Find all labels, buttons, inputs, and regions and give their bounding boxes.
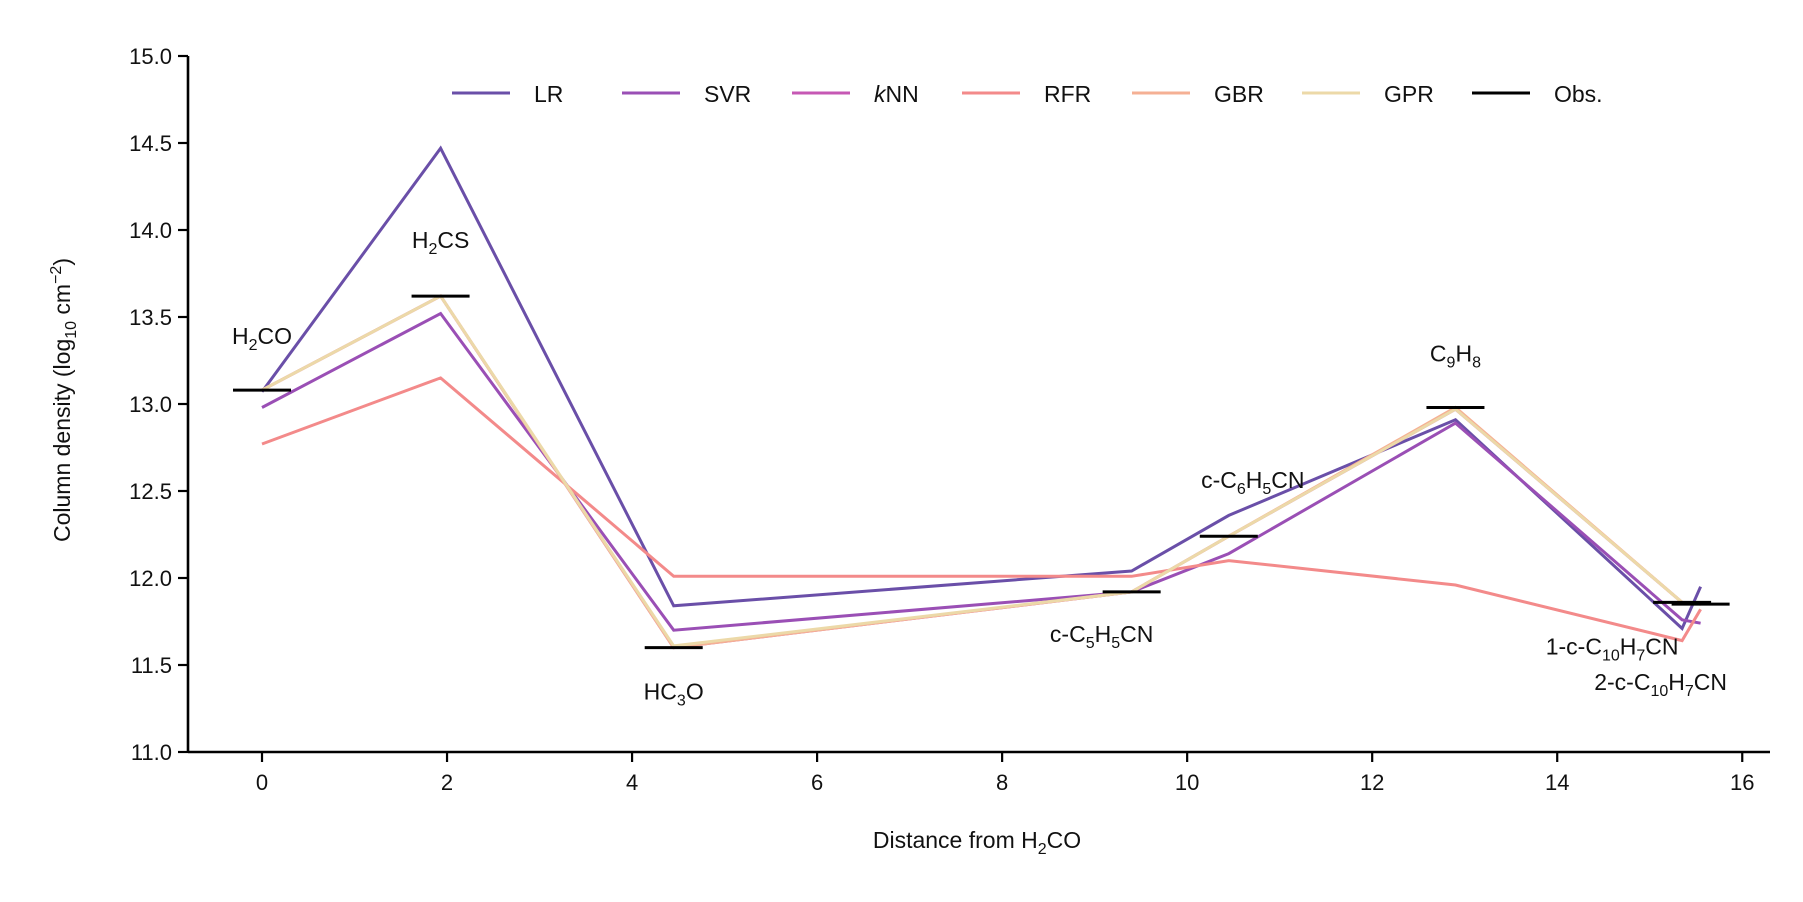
y-tick-label: 13.5 bbox=[129, 305, 172, 330]
series-line-rfr bbox=[261, 376, 1702, 643]
x-tick-label: 6 bbox=[811, 770, 823, 795]
y-tick-label: 11.0 bbox=[131, 740, 172, 765]
legend-item-knn: kNN bbox=[792, 81, 919, 107]
legend-label: Obs. bbox=[1554, 81, 1603, 107]
x-tick-label: 0 bbox=[256, 770, 268, 795]
legend-label: kNN bbox=[874, 81, 919, 107]
molecule-annotations: H2CO H2CS HC3O c-C5H5CN c-C6H5CN C9H8 1-c-C10H… bbox=[232, 227, 1727, 709]
molecule-label: 1-c-C10H7CN bbox=[1546, 633, 1679, 664]
molecule-label: 2-c-C10H7CN bbox=[1594, 669, 1727, 700]
x-axis-label: Distance from H2CO bbox=[873, 827, 1081, 858]
x-tick-label: 2 bbox=[441, 770, 453, 795]
x-tick-label: 12 bbox=[1360, 770, 1384, 795]
legend-item-lr: LR bbox=[452, 81, 563, 107]
series-line-lr bbox=[260, 145, 1702, 632]
legend-label: SVR bbox=[704, 81, 751, 107]
molecule-label: c-C6H5CN bbox=[1201, 467, 1304, 498]
legend-item-gbr: GBR bbox=[1132, 81, 1264, 107]
observed-markers bbox=[233, 294, 1730, 650]
y-tick-label: 13.0 bbox=[129, 392, 172, 417]
legend-item-gpr: GPR bbox=[1302, 81, 1434, 107]
axes: 11.0 11.5 12.0 12.5 13.0 13.5 14.0 14.5 15.0 0 2 4 6… bbox=[129, 44, 1770, 795]
x-tick-label: 10 bbox=[1175, 770, 1199, 795]
legend-label: GPR bbox=[1384, 81, 1434, 107]
molecule-label: c-C5H5CN bbox=[1050, 621, 1153, 652]
molecule-label: HC3O bbox=[644, 679, 704, 710]
legend-item-obs: Obs. bbox=[1472, 81, 1603, 107]
y-tick-label: 11.5 bbox=[131, 653, 172, 678]
legend-label: RFR bbox=[1044, 81, 1091, 107]
series-line-gpr bbox=[261, 294, 1701, 648]
legend: LR SVR kNN RFR GBR GPR Obs. bbox=[452, 81, 1603, 107]
y-tick-label: 12.5 bbox=[129, 479, 172, 504]
series-layer bbox=[260, 145, 1702, 650]
molecule-label: H2CS bbox=[412, 227, 469, 258]
molecule-label: H2CO bbox=[232, 323, 292, 354]
y-tick-label: 15.0 bbox=[129, 44, 172, 69]
x-tick-label: 14 bbox=[1545, 770, 1569, 795]
series-line-gbr bbox=[261, 294, 1701, 650]
y-tick-label: 14.5 bbox=[129, 131, 172, 156]
x-tick-label: 16 bbox=[1730, 770, 1754, 795]
molecule-label: C9H8 bbox=[1430, 340, 1481, 371]
y-axis-label: Column density (log10 cm−2) bbox=[48, 258, 80, 542]
x-tick-label: 8 bbox=[996, 770, 1008, 795]
y-tick-label: 14.0 bbox=[129, 218, 172, 243]
legend-label: GBR bbox=[1214, 81, 1264, 107]
legend-label: LR bbox=[534, 81, 563, 107]
series-line-knn bbox=[261, 294, 1701, 650]
series-line-svr bbox=[261, 311, 1701, 632]
y-tick-label: 12.0 bbox=[129, 566, 172, 591]
x-tick-label: 4 bbox=[626, 770, 638, 795]
legend-item-rfr: RFR bbox=[962, 81, 1091, 107]
legend-item-svr: SVR bbox=[622, 81, 751, 107]
